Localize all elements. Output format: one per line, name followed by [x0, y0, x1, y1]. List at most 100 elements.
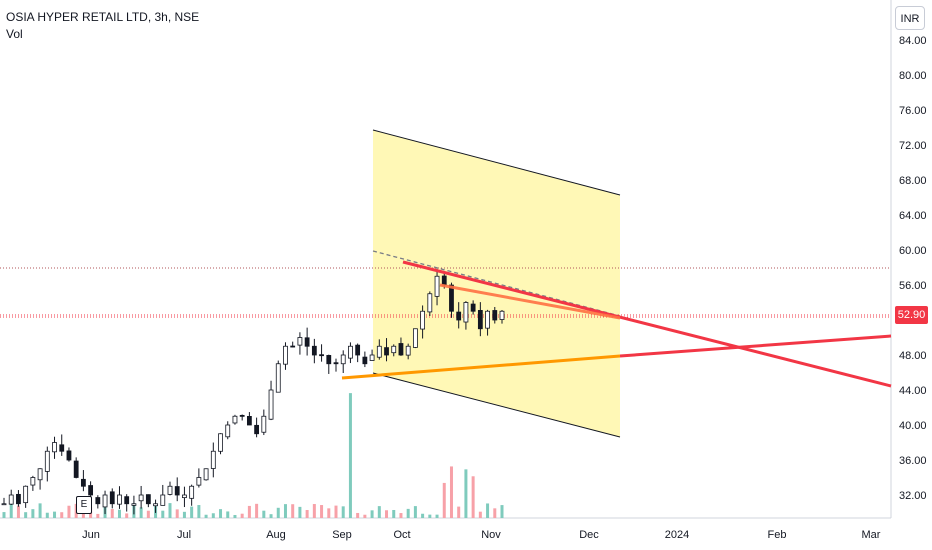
candle — [499, 310, 505, 320]
last-price-tag: 52.90 — [895, 306, 928, 324]
candle — [470, 303, 476, 312]
volume-label[interactable]: Vol — [6, 27, 23, 41]
trendline-orange-overlay — [439, 283, 621, 320]
trendline-orange-support[interactable] — [341, 354, 621, 380]
volume-bar — [500, 505, 504, 518]
volume-bar — [247, 505, 251, 518]
volume-bar — [298, 506, 302, 518]
candle — [1, 503, 7, 506]
price-tick-label: 48.00 — [899, 350, 927, 362]
candle — [391, 345, 397, 354]
price-tick-label: 84.00 — [899, 35, 927, 47]
trendline-red-descending[interactable] — [402, 260, 892, 388]
time-tick-label: Nov — [481, 529, 501, 541]
candle — [384, 347, 389, 356]
volume-bar — [406, 508, 410, 518]
volume-bar — [233, 514, 237, 518]
channel-upper-line[interactable] — [372, 129, 621, 196]
candle — [485, 310, 490, 329]
chart-legend: OSIA HYPER RETAIL LTD, 3h, NSE Vol — [6, 9, 199, 43]
candle — [30, 477, 36, 486]
volume-bar — [464, 469, 468, 518]
candle — [311, 345, 317, 356]
candle — [80, 478, 86, 487]
volume-bar — [327, 508, 331, 518]
price-tick-label: 56.00 — [899, 280, 927, 292]
candle — [203, 468, 209, 481]
candle — [355, 344, 361, 356]
volume-bar — [161, 510, 165, 518]
price-tick-label: 36.00 — [899, 455, 927, 467]
price-tick-label: 40.00 — [899, 420, 927, 432]
channel-lower-line[interactable] — [372, 372, 621, 438]
time-tick-label: Aug — [266, 529, 286, 541]
candle — [427, 293, 433, 313]
candle — [434, 275, 440, 297]
candle — [376, 345, 382, 358]
candle — [117, 494, 122, 505]
volume-bar — [31, 509, 35, 518]
time-axis-labels: Jun Jul Aug Sep Oct Nov Dec 2024 Feb Mar — [82, 529, 881, 541]
candle — [225, 424, 231, 438]
volume-bar — [139, 507, 143, 518]
candle — [52, 442, 57, 453]
volume-bar — [291, 504, 295, 518]
candle — [348, 345, 353, 359]
volume-bar — [146, 510, 150, 518]
volume-bar — [45, 512, 49, 518]
volume-bar — [125, 513, 129, 518]
currency-button[interactable]: INR — [895, 6, 925, 30]
trendline-red-support-extension[interactable] — [619, 334, 892, 358]
volume-bar — [16, 505, 20, 518]
volume-bar — [312, 504, 316, 518]
candle — [463, 302, 469, 323]
volume-bar — [211, 513, 215, 518]
candle — [131, 503, 137, 506]
time-tick-label: Oct — [393, 529, 410, 541]
volume-bar — [219, 509, 223, 518]
volume-bar — [471, 476, 475, 518]
candle — [88, 485, 94, 496]
time-tick-label: Mar — [862, 529, 881, 541]
candle — [261, 415, 267, 433]
volume-bar — [428, 514, 432, 518]
candle — [420, 310, 426, 330]
candle — [268, 389, 274, 420]
candle — [124, 496, 130, 505]
candle — [340, 354, 346, 365]
volume-bar — [182, 511, 186, 518]
volume-bar — [421, 513, 425, 518]
candle — [196, 477, 202, 486]
candle — [44, 450, 50, 472]
volume-bar — [81, 512, 85, 518]
time-tick-label: 2024 — [665, 529, 689, 541]
candle — [145, 494, 151, 505]
candle — [297, 337, 303, 346]
candle — [167, 485, 173, 495]
volume-bar — [363, 514, 367, 518]
candle — [456, 311, 462, 321]
price-tick-label: 80.00 — [899, 70, 927, 82]
price-tick-label: 72.00 — [899, 140, 927, 152]
volume-bar — [399, 513, 403, 518]
price-tick-label: 44.00 — [899, 385, 927, 397]
price-tick-label: 76.00 — [899, 105, 927, 117]
time-tick-label: Sep — [332, 529, 352, 541]
candle — [492, 310, 498, 321]
volume-bar — [2, 512, 6, 518]
volume-bar — [493, 508, 497, 518]
volume-bar — [348, 393, 352, 518]
volume-bar — [413, 506, 417, 518]
candle — [283, 345, 288, 365]
candle — [275, 363, 281, 393]
symbol-title[interactable]: OSIA HYPER RETAIL LTD, 3h, NSE — [6, 10, 200, 24]
candle — [174, 486, 180, 496]
volume-bar — [442, 482, 446, 518]
volume-bar — [486, 503, 490, 518]
volume-bar — [435, 514, 439, 518]
candle — [254, 424, 260, 435]
earnings-marker[interactable]: E — [76, 496, 92, 514]
time-tick-label: Jun — [82, 529, 100, 541]
volume-bar — [370, 510, 374, 518]
